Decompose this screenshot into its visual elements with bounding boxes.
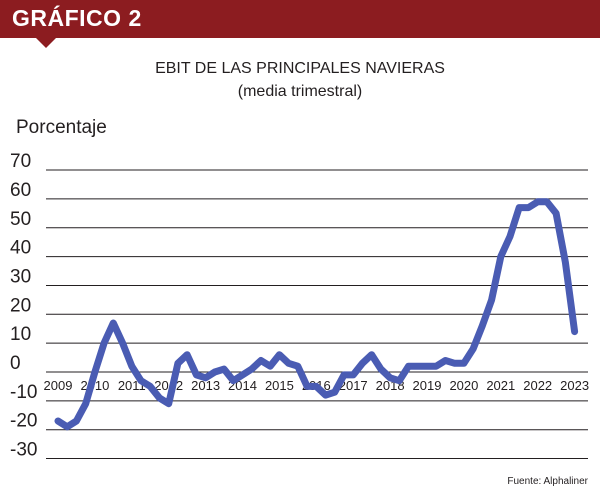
y-axis-label: Porcentaje xyxy=(16,117,107,138)
x-tick-label: 2013 xyxy=(191,378,220,393)
chart-subtitle: (media trimestral) xyxy=(237,83,363,100)
y-tick-label: 20 xyxy=(10,295,31,316)
x-tick-label: 2019 xyxy=(413,378,442,393)
y-tick-label: 50 xyxy=(10,209,31,230)
y-tick-label: 70 xyxy=(10,151,31,172)
figure-banner: GRÁFICO 2 xyxy=(0,0,600,38)
figure-label: GRÁFICO 2 xyxy=(12,5,142,31)
y-tick-label: 10 xyxy=(10,324,31,345)
source-note: Fuente: Alphaliner xyxy=(507,476,588,487)
x-tick-label: 2022 xyxy=(523,378,552,393)
y-tick-label: -20 xyxy=(10,411,37,432)
x-tick-label: 2009 xyxy=(44,378,73,393)
banner-pointer xyxy=(36,38,56,48)
y-tick-label: 30 xyxy=(10,266,31,287)
x-tick-label: 2021 xyxy=(486,378,515,393)
y-tick-label: 0 xyxy=(10,353,21,374)
chart-title: EBIT DE LAS PRINCIPALES NAVIERAS xyxy=(155,60,445,77)
y-tick-label: -30 xyxy=(10,440,37,461)
x-tick-label: 2017 xyxy=(339,378,368,393)
x-tick-label: 2023 xyxy=(560,378,589,393)
y-tick-label: 60 xyxy=(10,180,31,201)
x-tick-label: 2015 xyxy=(265,378,294,393)
y-tick-label: 40 xyxy=(10,238,31,259)
y-tick-label: -10 xyxy=(10,382,37,403)
x-tick-label: 2020 xyxy=(449,378,478,393)
series-line xyxy=(54,198,579,431)
